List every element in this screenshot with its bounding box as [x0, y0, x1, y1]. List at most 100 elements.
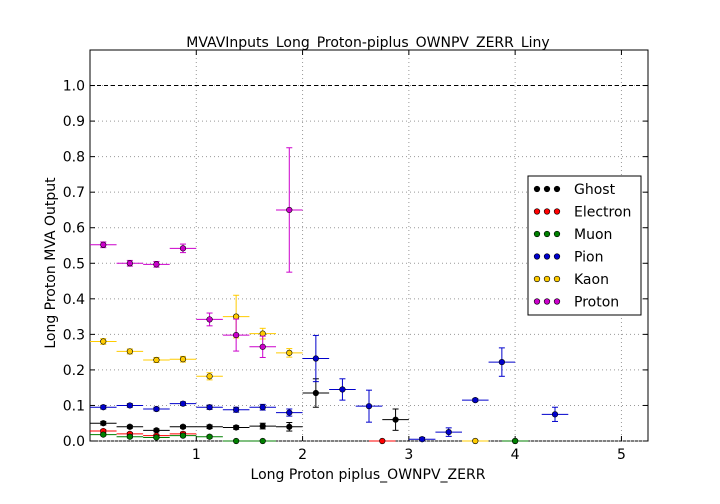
y-tick-label: 0.5	[63, 256, 85, 272]
legend-box	[527, 175, 642, 316]
y-tick-label: 0.7	[63, 185, 85, 201]
data-point	[126, 348, 133, 355]
data-point	[100, 241, 107, 248]
data-point	[233, 406, 240, 413]
legend-marker	[543, 230, 551, 238]
data-point	[286, 349, 293, 356]
data-point	[339, 386, 346, 393]
data-point	[206, 316, 213, 323]
legend-marker	[553, 208, 561, 215]
legend-marker	[533, 298, 541, 305]
data-point	[233, 424, 240, 431]
data-point	[259, 343, 266, 350]
y-tick-label: 0.0	[63, 434, 85, 450]
axis-ticks: 1 2 3 4 5 0.0 0.1 0.2 0.3 0.4 0.5 0.6 0.7 0.8 0.9 1.0	[63, 50, 648, 463]
legend-label: Ghost	[574, 182, 616, 198]
data-point	[126, 423, 133, 430]
data-point	[153, 261, 160, 268]
data-point	[126, 433, 133, 440]
y-tick-label: 0.3	[63, 327, 85, 343]
data-point	[153, 356, 160, 364]
data-point	[153, 427, 160, 434]
legend-marker	[553, 185, 561, 193]
y-axis-title: Long Proton MVA Output	[43, 177, 59, 349]
x-tick-label: 1	[192, 447, 201, 463]
data-point	[179, 356, 187, 363]
data-point	[445, 429, 452, 436]
legend-label: Proton	[574, 295, 619, 311]
data-point	[100, 338, 107, 345]
data-point	[179, 432, 187, 439]
data-point	[206, 404, 213, 411]
legend-marker	[553, 230, 561, 238]
legend-label: Pion	[574, 250, 603, 266]
data-point	[153, 434, 160, 441]
data-point	[179, 245, 187, 252]
legend-marker	[553, 275, 561, 283]
x-tick-label: 4	[511, 447, 520, 463]
legend-label: Kaon	[574, 272, 609, 288]
data-point	[179, 423, 187, 430]
legend: Ghost Electron Muon Pion Kaon Proton	[527, 175, 642, 316]
legend-marker	[533, 185, 541, 193]
data-point	[153, 405, 160, 413]
legend-marker	[543, 298, 551, 305]
data-point	[472, 437, 479, 445]
data-point	[312, 389, 319, 397]
data-point	[206, 423, 213, 430]
data-point	[233, 331, 240, 339]
data-point	[392, 416, 399, 423]
data-point	[126, 402, 133, 409]
y-tick-label: 0.6	[63, 221, 85, 237]
data-series	[90, 147, 569, 445]
data-point	[259, 422, 266, 430]
data-point	[233, 313, 240, 320]
data-point	[259, 404, 266, 411]
legend-marker	[553, 253, 561, 260]
data-point	[551, 411, 559, 418]
data-point	[286, 409, 293, 416]
legend-marker	[533, 275, 541, 283]
legend-label: Muon	[574, 227, 612, 243]
data-point	[100, 404, 107, 411]
legend-marker	[543, 208, 551, 215]
data-point	[312, 355, 319, 362]
data-point	[259, 330, 266, 337]
data-point	[512, 437, 519, 445]
y-tick-label: 0.1	[63, 398, 85, 414]
data-point	[286, 206, 293, 214]
data-point	[100, 431, 107, 438]
legend-marker	[533, 253, 541, 260]
data-point	[206, 433, 213, 440]
data-point	[498, 358, 505, 366]
series-muon	[90, 431, 529, 445]
data-point	[419, 436, 426, 443]
legend-marker	[533, 208, 541, 215]
y-tick-label: 0.8	[63, 150, 85, 166]
data-point	[259, 437, 266, 445]
legend-marker	[543, 185, 551, 193]
y-tick-label: 0.9	[63, 114, 85, 130]
chart-title: MVAVInputs_Long_Proton-piplus_OWNPV_ZERR…	[186, 35, 549, 51]
x-tick-label: 2	[298, 447, 307, 463]
legend-marker	[543, 253, 551, 260]
data-point	[206, 373, 213, 380]
y-tick-label: 1.0	[63, 79, 85, 95]
data-point	[379, 437, 386, 445]
y-tick-label: 0.4	[63, 292, 85, 308]
legend-marker	[543, 275, 551, 283]
data-point	[286, 423, 293, 430]
series-pion	[90, 334, 569, 443]
data-point	[365, 403, 373, 410]
data-point	[100, 420, 107, 427]
data-point	[179, 400, 187, 407]
data-point	[472, 397, 479, 404]
series-kaon	[90, 294, 489, 445]
data-point	[126, 260, 133, 267]
y-tick-label: 0.2	[63, 363, 85, 379]
x-axis-title: Long Proton piplus_OWNPV_ZERR	[251, 467, 486, 483]
data-point	[233, 437, 240, 445]
legend-marker	[553, 298, 561, 305]
x-tick-label: 5	[617, 447, 626, 463]
